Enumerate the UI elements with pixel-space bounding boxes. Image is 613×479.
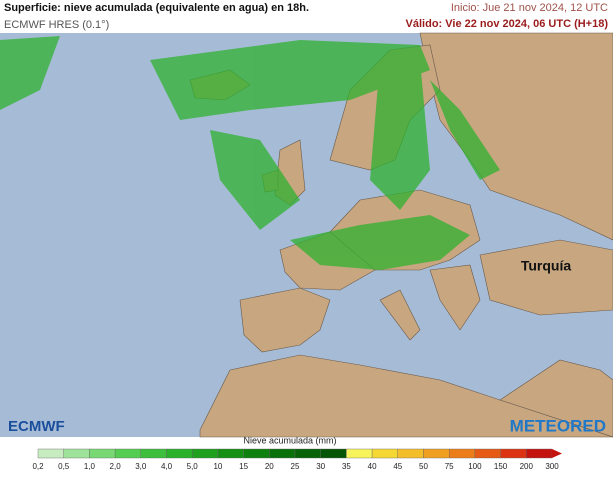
legend-swatch (423, 448, 450, 459)
legend-swatch (449, 448, 476, 459)
legend-label: 45 (393, 462, 402, 471)
legend-swatch (191, 448, 219, 459)
legend-swatch (243, 448, 270, 459)
legend: 0,2 0,5 1,0 2,0 3,0 4,0 5,0 10 15 20 25 30 35 40 45 50 7… (32, 448, 562, 471)
legend-label: 5,0 (187, 462, 199, 471)
legend-label: 10 (213, 462, 222, 471)
legend-label: 0,2 (32, 462, 44, 471)
legend-swatch (37, 448, 64, 459)
legend-label: 20 (265, 462, 274, 471)
legend-title: Nieve acumulada (mm) (243, 435, 336, 445)
init-time: Inicio: Jue 21 nov 2024, 12 UTC (451, 2, 608, 14)
legend-label: 3,0 (135, 462, 147, 471)
legend-swatch (371, 448, 399, 459)
title: Superficie: nieve acumulada (equivalente… (4, 2, 309, 14)
legend-label: 15 (239, 462, 248, 471)
legend-swatch (89, 448, 116, 459)
legend-swatch (500, 448, 527, 459)
legend-label: 40 (368, 462, 377, 471)
country-label: Turquía (521, 258, 572, 274)
legend-label: 1,0 (84, 462, 96, 471)
legend-label: 150 (494, 462, 508, 471)
legend-arrow (552, 449, 562, 458)
legend-label: 0,5 (58, 462, 70, 471)
legend-label: 30 (316, 462, 325, 471)
legend-swatch (474, 448, 501, 459)
logo-ecmwf: ECMWF (8, 418, 65, 435)
legend-label: 2,0 (110, 462, 122, 471)
legend-label: 25 (291, 462, 300, 471)
map: Turquía ECMWF METEORED (0, 32, 613, 438)
legend-swatch (114, 448, 141, 459)
legend-swatch (320, 448, 347, 459)
legend-label: 200 (520, 462, 534, 471)
legend-label: 100 (468, 462, 482, 471)
legend-swatch (346, 448, 373, 459)
legend-label: 4,0 (161, 462, 173, 471)
legend-label: 300 (545, 462, 559, 471)
legend-swatch (397, 448, 424, 459)
legend-swatch (269, 448, 296, 459)
legend-label: 35 (342, 462, 351, 471)
valid-time: Válido: Vie 22 nov 2024, 06 UTC (H+18) (406, 18, 609, 30)
legend-swatch (294, 448, 321, 459)
legend-swatch (526, 448, 553, 459)
legend-swatch (63, 448, 90, 459)
legend-label: 75 (445, 462, 454, 471)
legend-label: 50 (419, 462, 428, 471)
legend-swatch (140, 448, 167, 459)
model: ECMWF HRES (0.1°) (4, 19, 109, 31)
legend-swatch (217, 448, 244, 459)
logo-meteored: METEORED (510, 416, 606, 435)
legend-swatch (166, 448, 193, 459)
